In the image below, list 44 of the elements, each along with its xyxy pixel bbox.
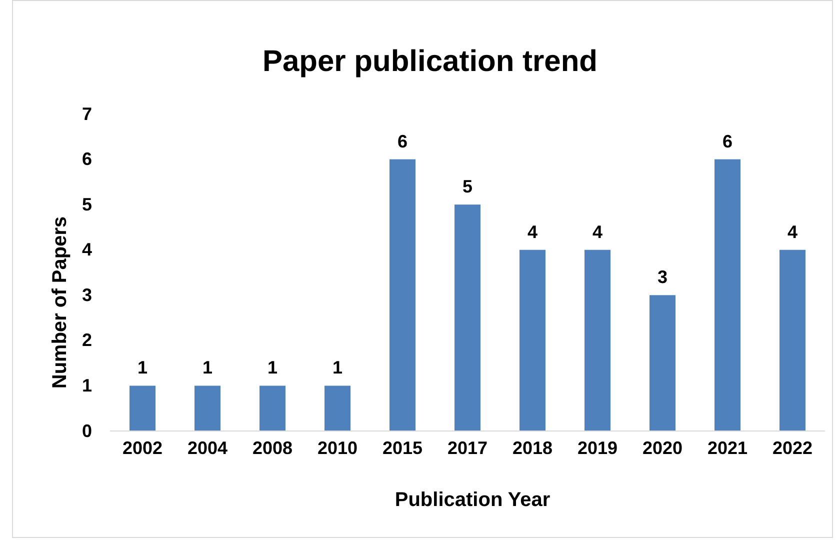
x-tick-label: 2017 (447, 438, 488, 458)
y-axis-title: Number of Papers (49, 216, 71, 389)
bar (650, 295, 676, 431)
y-tick-label: 0 (82, 420, 92, 441)
y-tick-label: 2 (82, 330, 92, 350)
x-tick-label: 2022 (772, 438, 813, 458)
data-label: 1 (267, 358, 278, 378)
data-label: 4 (787, 222, 798, 242)
bar (130, 386, 156, 431)
x-tick-label: 2010 (317, 438, 358, 458)
bar (194, 386, 220, 431)
bar (454, 204, 480, 431)
bar (260, 386, 286, 431)
x-tick-label: 2015 (382, 438, 423, 458)
y-tick-label: 5 (82, 194, 92, 214)
x-tick-label: 2018 (512, 438, 553, 458)
data-label: 1 (137, 358, 148, 378)
x-tick-label: 2020 (642, 438, 683, 458)
x-tick-label: 2019 (577, 438, 618, 458)
chart-title: Paper publication trend (262, 45, 598, 78)
y-tick-label: 3 (82, 284, 92, 305)
x-tick-label: 2008 (252, 438, 293, 458)
data-label: 3 (657, 267, 668, 288)
data-label: 1 (202, 358, 213, 378)
data-label: 1 (332, 358, 343, 378)
bar (780, 250, 806, 431)
bar (584, 250, 610, 431)
y-tick-label: 6 (82, 149, 92, 170)
x-axis-title: Publication Year (394, 489, 550, 511)
data-label: 4 (527, 222, 538, 242)
bar (714, 159, 740, 431)
x-tick-label: 2002 (122, 438, 163, 458)
bar (324, 386, 350, 431)
y-tick-label: 1 (82, 375, 92, 396)
data-label: 5 (462, 176, 473, 197)
y-tick-label: 7 (82, 104, 92, 124)
data-label: 6 (397, 131, 408, 152)
data-label: 4 (592, 222, 603, 242)
x-tick-label: 2004 (187, 438, 228, 458)
data-label: 6 (722, 131, 733, 152)
bar (520, 250, 546, 431)
x-tick-label: 2021 (707, 438, 748, 458)
bar (390, 159, 416, 431)
y-tick-label: 4 (82, 240, 92, 260)
